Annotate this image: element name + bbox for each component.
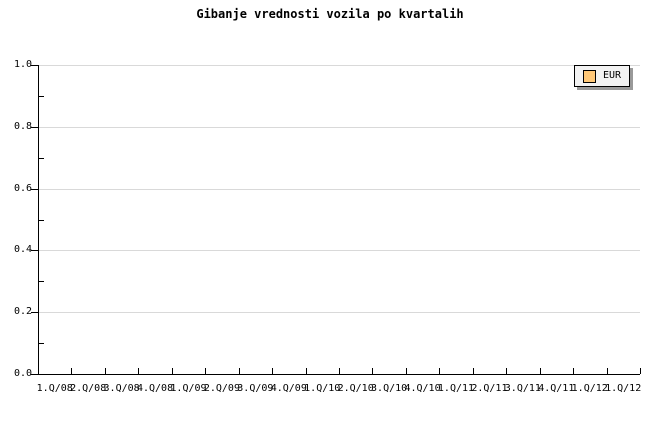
y-tick-label: 0.0: [13, 368, 32, 379]
x-major-tick: [406, 368, 407, 374]
x-major-tick: [372, 368, 373, 374]
x-axis-labels: 1.Q/08 2.Q/08 3.Q/08 4.Q/08 1.Q/09 2.Q/09 3.Q/…: [36, 383, 642, 394]
chart-title: Gibanje vrednosti vozila po kvartalih: [196, 7, 464, 21]
y-major-tick: [31, 374, 38, 375]
y-minor-tick: [39, 281, 44, 282]
y-major-tick: [31, 189, 38, 190]
x-major-tick: [607, 368, 608, 374]
x-major-tick: [172, 368, 173, 374]
legend-label: EUR: [603, 70, 622, 81]
x-major-tick: [640, 368, 641, 374]
y-grid-line: [39, 250, 640, 251]
x-tick-label: 3.Q/10: [371, 383, 408, 394]
x-tick-label: 1.Q/12: [605, 383, 642, 394]
x-major-tick: [473, 368, 474, 374]
x-tick-label: 4.Q/08: [136, 383, 174, 394]
y-tick-label: 0.8: [13, 121, 32, 132]
y-grid-line: [39, 127, 640, 128]
x-tick-label: 1.Q/08: [36, 383, 73, 394]
y-major-tick: [31, 127, 38, 128]
x-major-tick: [439, 368, 440, 374]
x-major-tick: [105, 368, 106, 374]
x-tick-label: 4.Q/09: [270, 383, 307, 394]
x-tick-label: 2.Q/08: [70, 383, 107, 394]
y-major-tick: [31, 65, 38, 66]
x-major-tick: [506, 368, 507, 374]
x-tick-label: 2.Q/11: [471, 383, 508, 394]
x-tick-label: 2.Q/10: [337, 383, 374, 394]
y-major-tick: [31, 312, 38, 313]
y-tick-label: 0.4: [13, 244, 32, 255]
x-major-tick: [239, 368, 240, 374]
x-major-tick: [339, 368, 340, 374]
y-grid-line: [39, 312, 640, 313]
x-major-tick: [71, 368, 72, 374]
x-major-tick: [272, 368, 273, 374]
x-tick-label: 4.Q/10: [404, 383, 441, 394]
x-tick-label: 2.Q/09: [203, 383, 240, 394]
x-tick-label: 3.Q/08: [103, 383, 140, 394]
legend: EUR: [574, 65, 631, 87]
x-tick-label: 1.Q/12: [571, 383, 608, 394]
x-major-tick: [138, 368, 139, 374]
x-major-tick: [540, 368, 541, 374]
x-tick-label: 4.Q/11: [538, 383, 575, 394]
y-axis-labels: 0.0 0.2 0.4 0.6 0.8 1.0: [0, 60, 32, 379]
y-grid-line: [39, 65, 640, 66]
y-tick-label: 0.2: [13, 306, 32, 317]
y-major-tick: [31, 250, 38, 251]
y-minor-tick: [39, 158, 44, 159]
x-major-tick: [205, 368, 206, 374]
y-minor-tick: [39, 220, 44, 221]
x-major-tick: [573, 368, 574, 374]
y-tick-label: 1.0: [13, 59, 32, 70]
x-major-tick: [306, 368, 307, 374]
y-grid-line: [39, 189, 640, 190]
x-tick-label: 1.Q/09: [170, 383, 207, 394]
y-minor-tick: [39, 96, 44, 97]
x-tick-label: 1.Q/10: [304, 383, 341, 394]
y-minor-tick: [39, 343, 44, 344]
plot-area: [31, 65, 641, 375]
x-tick-label: 3.Q/09: [237, 383, 274, 394]
x-tick-label: 3.Q/11: [504, 383, 541, 394]
y-tick-label: 0.6: [13, 183, 32, 194]
legend-swatch-icon: [583, 69, 596, 83]
x-tick-label: 1.Q/11: [437, 383, 475, 394]
